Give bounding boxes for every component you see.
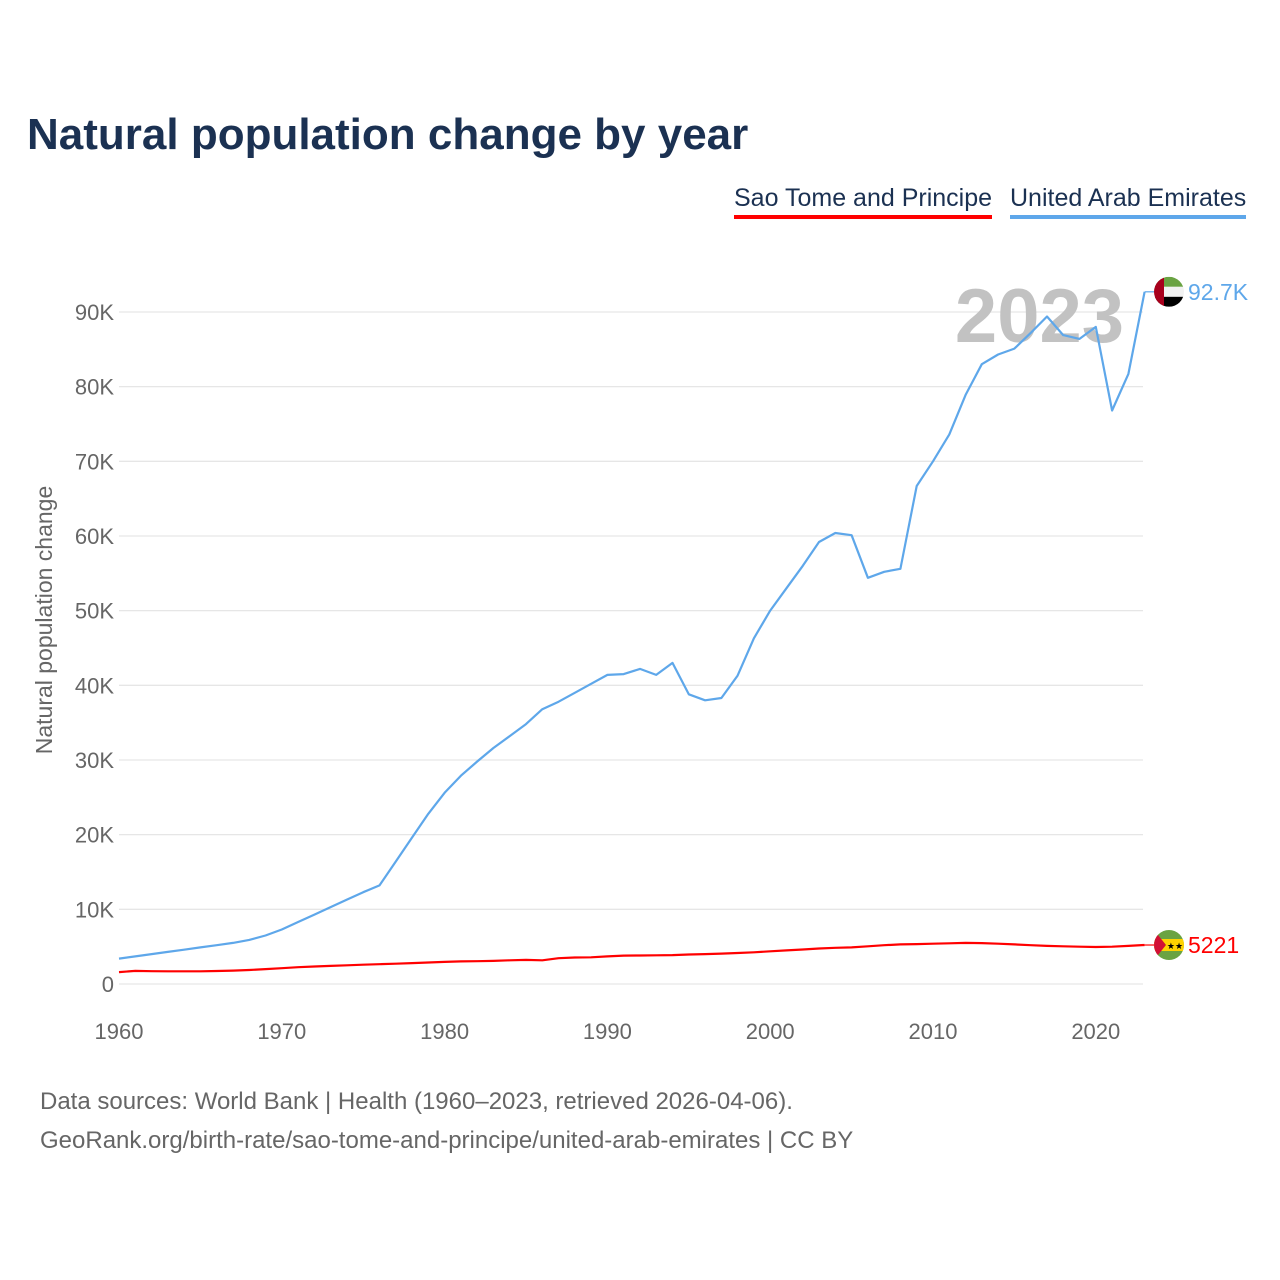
x-tick-label: 1970 xyxy=(257,1019,306,1044)
x-tick-label: 1960 xyxy=(95,1019,144,1044)
end-value-label: 92.7K xyxy=(1188,279,1249,305)
y-tick-label: 0 xyxy=(102,972,114,997)
y-tick-label: 80K xyxy=(75,375,114,400)
series-line-uae xyxy=(118,291,1146,960)
uae-flag-icon xyxy=(1154,276,1184,307)
x-tick-label: 2010 xyxy=(909,1019,958,1044)
sao-tome-flag-icon: ★★ xyxy=(1154,930,1184,961)
y-tick-label: 40K xyxy=(75,673,114,698)
end-value-label: 5221 xyxy=(1188,932,1239,958)
x-tick-label: 1990 xyxy=(583,1019,632,1044)
y-axis-label: Natural population change xyxy=(31,486,57,755)
series-line-sao-tome xyxy=(118,941,1145,974)
y-tick-label: 10K xyxy=(75,897,114,922)
legend-item-uae[interactable]: United Arab Emirates xyxy=(1010,184,1247,219)
y-tick-label: 90K xyxy=(75,300,114,325)
x-tick-label: 2020 xyxy=(1071,1019,1120,1044)
year-watermark: 2023 xyxy=(955,274,1124,359)
y-tick-label: 50K xyxy=(75,599,114,624)
y-tick-label: 60K xyxy=(75,524,114,549)
chart-title: Natural population change by year xyxy=(27,110,749,159)
x-tick-label: 1980 xyxy=(420,1019,469,1044)
y-tick-label: 70K xyxy=(75,449,114,474)
y-tick-label: 30K xyxy=(75,748,114,773)
y-tick-label: 20K xyxy=(75,823,114,848)
svg-text:★★: ★★ xyxy=(1167,941,1183,951)
source-line: Data sources: World Bank | Health (1960–… xyxy=(40,1088,793,1115)
legend-item-sao-tome[interactable]: Sao Tome and Principe xyxy=(734,184,993,219)
source-url-line[interactable]: GeoRank.org/birth-rate/sao-tome-and-prin… xyxy=(40,1127,854,1154)
x-tick-label: 2000 xyxy=(746,1019,795,1044)
